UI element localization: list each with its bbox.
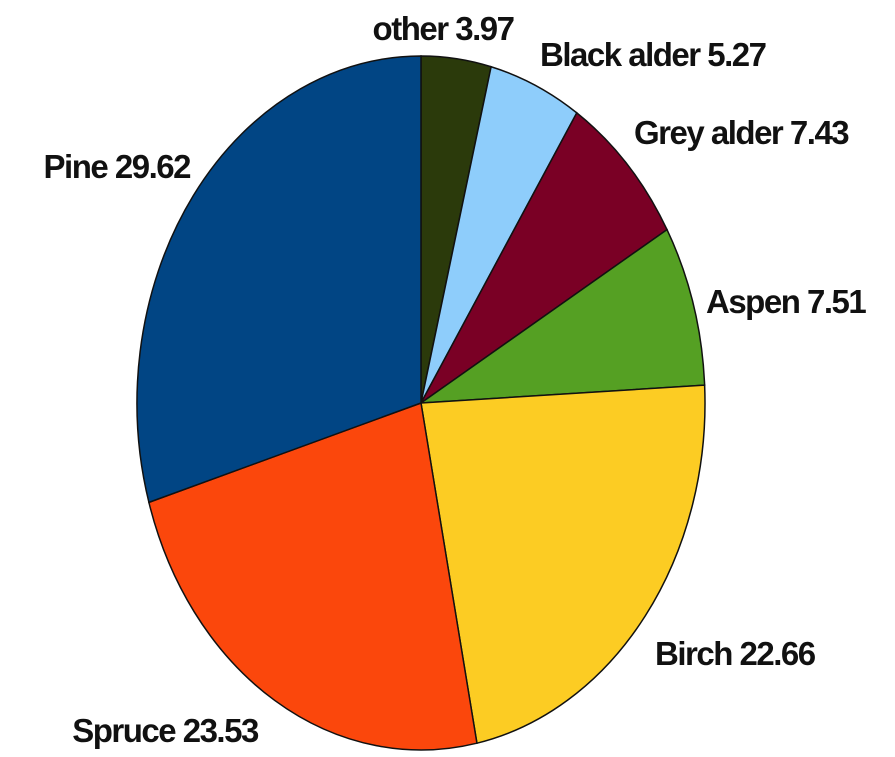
pie-slice-pine xyxy=(136,55,422,504)
slice-label-other: other 3.97 xyxy=(373,10,514,47)
pie-slice-aspen xyxy=(418,228,706,404)
slice-label-grey-alder: Grey alder 7.43 xyxy=(634,114,849,151)
slice-label-black-alder: Black alder 5.27 xyxy=(540,36,766,73)
slice-label-spruce: Spruce 23.53 xyxy=(72,712,259,749)
slice-label-pine: Pine 29.62 xyxy=(44,148,192,185)
pie-slice-grey-alder xyxy=(420,111,668,404)
pie-labels: other 3.97 Black alder 5.27 Grey alder 7.4… xyxy=(44,10,868,749)
pie-slices xyxy=(136,55,706,751)
pie-slice-birch xyxy=(420,384,706,745)
slice-label-birch: Birch 22.66 xyxy=(655,635,816,672)
pie-slice-spruce xyxy=(148,401,478,751)
slice-label-aspen: Aspen 7.51 xyxy=(706,283,866,320)
